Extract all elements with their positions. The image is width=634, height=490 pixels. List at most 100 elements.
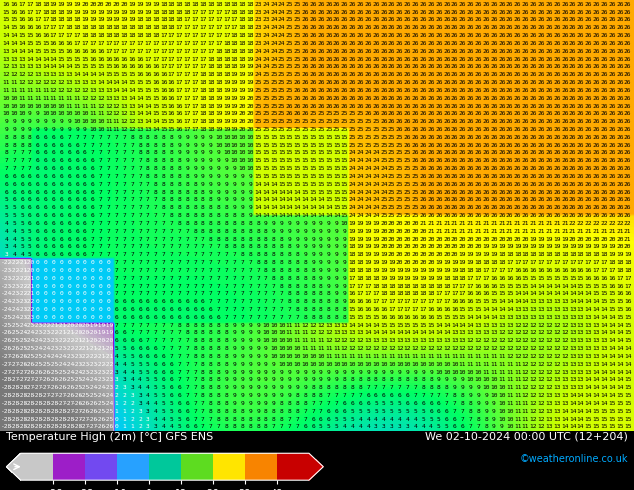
Text: 26: 26 [482,2,490,7]
Text: 26: 26 [600,25,608,30]
Text: 9: 9 [288,369,292,375]
Text: 26: 26 [529,41,537,46]
Text: -19: -19 [95,322,107,328]
Text: 9: 9 [492,401,496,406]
Text: 9: 9 [36,119,40,124]
Text: 13: 13 [482,322,490,328]
Text: 26: 26 [349,88,356,93]
Text: 14: 14 [262,205,269,210]
Text: 26: 26 [459,119,466,124]
Text: -24: -24 [79,377,91,382]
Text: 26: 26 [506,158,514,163]
Text: 15: 15 [506,284,514,289]
Text: 26: 26 [585,33,592,38]
Text: 7: 7 [233,284,236,289]
Text: 26: 26 [514,166,521,171]
Text: 13: 13 [592,354,600,359]
Text: 26: 26 [577,25,584,30]
Text: 17: 17 [183,103,191,109]
Text: 26: 26 [538,49,545,54]
Text: 26: 26 [427,10,435,15]
Text: 6: 6 [60,182,63,187]
Text: -28: -28 [9,401,20,406]
Text: 26: 26 [608,33,616,38]
Text: 26: 26 [420,143,427,147]
Text: 18: 18 [215,72,223,77]
Text: 13: 13 [592,330,600,336]
Text: 14: 14 [50,64,57,70]
Text: 26: 26 [301,33,309,38]
Text: 17: 17 [81,41,89,46]
Text: 18: 18 [349,260,356,265]
Text: 15: 15 [278,143,285,147]
Text: 26: 26 [435,135,443,140]
Text: 12: 12 [545,362,553,367]
Text: 12: 12 [74,88,81,93]
Text: 5: 5 [28,245,32,249]
Text: 18: 18 [89,33,96,38]
Text: -24: -24 [95,385,107,390]
Text: 6: 6 [36,158,40,163]
Text: 11: 11 [105,127,112,132]
Text: 3: 3 [138,401,142,406]
Text: 26: 26 [608,143,616,147]
Text: 13: 13 [569,377,576,382]
Text: 26: 26 [474,174,482,179]
Text: 15: 15 [325,143,333,147]
Text: 26: 26 [592,49,600,54]
Text: 26: 26 [569,10,576,15]
Text: 0: 0 [91,284,94,289]
Text: 8: 8 [217,221,221,226]
Text: 26: 26 [561,49,569,54]
Text: 26: 26 [467,80,474,85]
Text: 14: 14 [10,33,18,38]
Text: 9: 9 [280,393,283,398]
Text: -23: -23 [24,322,36,328]
Text: 26: 26 [396,64,403,70]
Text: 25: 25 [278,127,285,132]
Text: 13: 13 [553,393,560,398]
Text: 19: 19 [577,245,584,249]
Text: 9: 9 [249,354,252,359]
Text: 16: 16 [26,25,34,30]
Text: 11: 11 [490,362,498,367]
Text: 6: 6 [60,158,63,163]
Text: 17: 17 [144,49,152,54]
Text: 14: 14 [309,197,317,202]
Text: 6: 6 [51,213,55,218]
Text: 21: 21 [498,229,505,234]
Text: 8: 8 [429,385,433,390]
Text: 15: 15 [341,197,348,202]
Text: 15: 15 [144,80,152,85]
Text: 18: 18 [223,2,230,7]
Text: 25: 25 [411,166,419,171]
Text: 9: 9 [224,385,228,390]
Text: 26: 26 [538,127,545,132]
Text: 17: 17 [183,111,191,116]
Text: 20: 20 [238,127,246,132]
Text: 26: 26 [451,88,458,93]
Text: 26: 26 [459,56,466,62]
Text: 26: 26 [506,150,514,155]
Text: 9: 9 [201,135,205,140]
Text: 17: 17 [160,41,167,46]
Text: 6: 6 [154,346,158,351]
Text: 12: 12 [545,377,553,382]
Text: 7: 7 [154,252,158,257]
Text: 19: 19 [474,252,482,257]
Text: -21: -21 [24,276,36,281]
Text: 13: 13 [553,377,560,382]
Text: 16: 16 [136,64,144,70]
Text: -20: -20 [24,268,36,273]
Text: 26: 26 [585,213,592,218]
Text: 25: 25 [254,127,262,132]
Text: 7: 7 [240,299,244,304]
Text: -27: -27 [56,393,67,398]
Text: 26: 26 [482,103,490,109]
Text: 15: 15 [333,174,340,179]
Text: 14: 14 [301,213,309,218]
Text: 19: 19 [231,72,238,77]
Text: 26: 26 [608,182,616,187]
Text: 26: 26 [435,103,443,109]
Text: 9: 9 [319,260,323,265]
